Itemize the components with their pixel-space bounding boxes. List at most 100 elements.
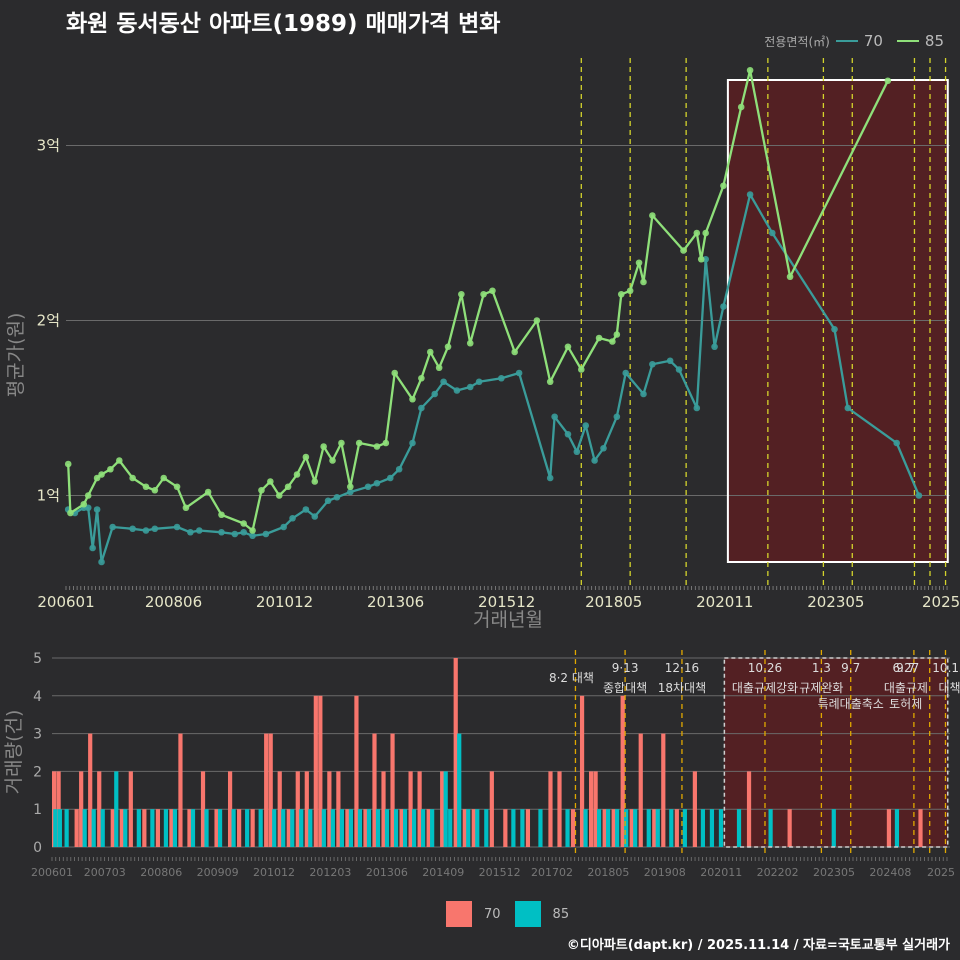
legend-top: 전용면적(㎡) 70 85 xyxy=(764,32,952,50)
annotation-label: 대출규제강화 xyxy=(732,681,798,695)
data-point-70 xyxy=(249,532,256,540)
data-point-85 xyxy=(480,290,487,298)
bar-70 xyxy=(918,809,923,847)
data-point-85 xyxy=(609,338,616,345)
data-point-85 xyxy=(151,486,159,494)
bar-70 xyxy=(489,771,494,847)
bar-70 xyxy=(746,771,752,847)
bar-70 xyxy=(440,771,445,847)
data-point-70 xyxy=(551,413,558,421)
data-point-85 xyxy=(275,492,283,499)
bar-70 xyxy=(417,771,422,847)
bar-85 xyxy=(894,809,900,847)
bar-x-tick-label: 201012 xyxy=(253,866,295,879)
bar-85 xyxy=(384,809,390,847)
data-point-70 xyxy=(289,514,296,522)
bar-85 xyxy=(136,809,141,847)
y-tick-label: 1억 xyxy=(37,487,60,505)
legend-bottom-item-70: 70 xyxy=(446,901,501,927)
data-point-70 xyxy=(302,506,310,513)
data-point-70 xyxy=(395,465,403,473)
bar-70 xyxy=(295,771,300,847)
data-point-70 xyxy=(240,528,247,536)
data-point-85 xyxy=(84,492,92,499)
legend-box-70 xyxy=(446,901,472,927)
bar-85 xyxy=(366,809,372,847)
annotation-date: 6.27 xyxy=(893,661,920,675)
bar-85 xyxy=(520,809,525,847)
data-point-70 xyxy=(187,528,194,536)
bar-85 xyxy=(114,771,119,847)
data-point-85 xyxy=(284,483,292,491)
annotation-date: 9.7 xyxy=(841,661,860,675)
data-point-70 xyxy=(693,404,701,412)
bar-70 xyxy=(128,771,133,847)
bar-70 xyxy=(557,771,562,847)
bar-70 xyxy=(97,771,102,847)
bar-85 xyxy=(412,809,417,847)
data-point-85 xyxy=(67,509,74,517)
bar-85 xyxy=(348,809,354,847)
bar-70 xyxy=(471,809,476,847)
bar-85 xyxy=(448,809,453,847)
data-point-70 xyxy=(769,229,776,237)
bar-85 xyxy=(565,809,570,847)
data-point-70 xyxy=(89,544,96,552)
bar-85 xyxy=(163,809,169,847)
bar-85 xyxy=(709,809,715,847)
data-point-85 xyxy=(546,378,554,386)
bar-y-tick-label: 5 xyxy=(33,651,42,667)
bar-85 xyxy=(655,809,660,847)
data-point-85 xyxy=(409,395,416,403)
data-point-70 xyxy=(720,303,727,310)
bar-85 xyxy=(475,809,480,847)
bar-70 xyxy=(593,771,598,847)
data-point-70 xyxy=(386,474,394,482)
bar-85 xyxy=(357,809,363,847)
data-point-85 xyxy=(737,103,745,111)
legend-swatch-70 xyxy=(835,40,858,42)
annotation-label: 규제완화 xyxy=(799,681,843,695)
data-point-70 xyxy=(515,369,523,377)
bar-85 xyxy=(290,809,295,847)
bar-85 xyxy=(402,809,408,847)
data-point-70 xyxy=(893,439,900,447)
legend-title: 전용면적(㎡) xyxy=(764,34,830,49)
bar-85 xyxy=(258,809,263,847)
bar-70 xyxy=(548,771,553,847)
x-tick-label: 201306 xyxy=(367,593,424,611)
bar-70 xyxy=(264,733,269,847)
legend-bottom-label-70: 70 xyxy=(484,906,501,922)
data-point-70 xyxy=(418,404,425,412)
bar-y-tick-label: 0 xyxy=(33,840,42,856)
bar-70 xyxy=(381,771,386,847)
bar-85 xyxy=(538,809,543,847)
bar-85 xyxy=(430,809,435,847)
bar-85 xyxy=(91,809,96,847)
bar-70 xyxy=(327,771,332,847)
bar-70 xyxy=(611,809,616,847)
data-point-70 xyxy=(640,390,647,398)
bar-85 xyxy=(217,809,223,847)
data-point-70 xyxy=(347,488,354,496)
bar-85 xyxy=(308,809,313,847)
bar-85 xyxy=(421,809,426,847)
highlight-border xyxy=(726,79,949,563)
data-point-85 xyxy=(458,290,465,298)
bar-85 xyxy=(768,809,773,847)
annotation-label: 대책 xyxy=(938,680,960,695)
data-point-85 xyxy=(466,339,474,347)
data-point-70 xyxy=(262,530,270,538)
data-point-85 xyxy=(884,77,892,85)
annotation-label: 종합대책 xyxy=(603,680,647,695)
data-point-70 xyxy=(546,474,554,482)
bar-70 xyxy=(570,809,576,847)
bar-x-tick-label: 2025 xyxy=(927,866,955,879)
bar-85 xyxy=(299,809,304,847)
y-tick-label: 2억 xyxy=(37,312,60,330)
legend-bottom-label-85: 85 xyxy=(552,906,570,922)
data-point-70 xyxy=(173,523,181,531)
data-point-85 xyxy=(160,474,168,482)
data-point-70 xyxy=(142,527,150,534)
data-point-85 xyxy=(267,478,274,485)
